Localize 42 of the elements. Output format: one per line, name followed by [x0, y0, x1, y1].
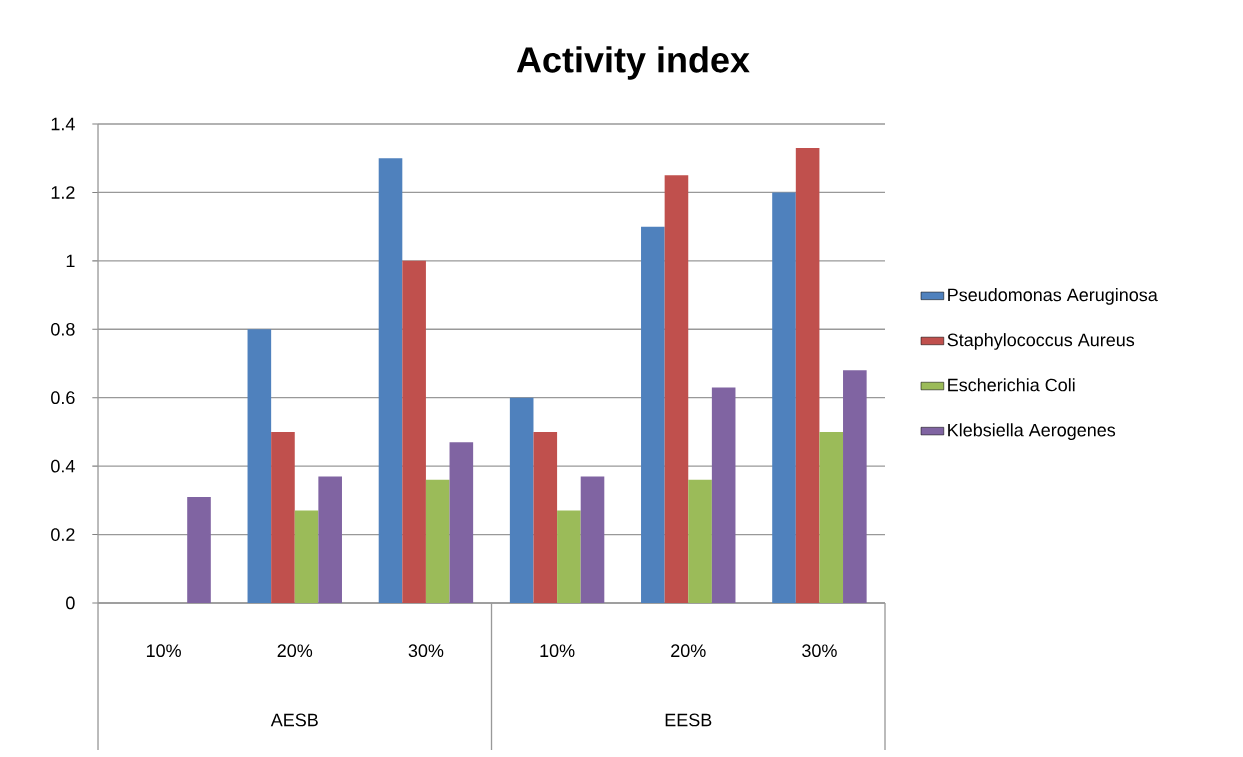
chart-title: Activity index	[516, 46, 750, 80]
text: EESB	[665, 713, 712, 727]
legend-label: Staphylococcus Aureus	[947, 333, 1135, 350]
bar	[664, 175, 689, 603]
bar	[711, 387, 736, 603]
bar	[688, 479, 712, 603]
x-tick-label: 30%	[802, 644, 837, 658]
y-tick-label: 0.4	[51, 459, 75, 473]
y-tick-label: 1.4	[51, 117, 75, 131]
bar	[294, 510, 319, 603]
legend-label: Escherichia Coli	[948, 378, 1075, 392]
bar	[580, 476, 605, 603]
bar	[318, 476, 342, 603]
bar	[557, 510, 581, 603]
y-tick-label: 0.6	[51, 391, 75, 405]
x-tick-label: 30%	[408, 644, 444, 658]
bar	[247, 329, 272, 603]
x-tick-label: 20%	[277, 644, 313, 658]
y-tick-label: 1	[66, 254, 75, 268]
bar	[378, 158, 403, 603]
bar	[271, 431, 295, 603]
x-tick-label: 10%	[540, 644, 575, 658]
y-tick-label: 0.8	[51, 322, 75, 336]
bar	[402, 260, 426, 603]
bar	[795, 147, 820, 603]
bar	[772, 192, 796, 603]
bar	[509, 397, 534, 603]
bar	[425, 479, 450, 603]
x-tick-label: 20%	[671, 644, 706, 658]
y-tick-label: 1.2	[51, 186, 75, 199]
y-tick-label: 0.2	[51, 528, 75, 541]
text: AESB	[270, 713, 318, 727]
bar	[449, 442, 474, 603]
x-tick-label: 10%	[146, 644, 181, 658]
y-tick-label: 0	[66, 596, 75, 610]
legend-label: Pseudomonas Aeruginosa	[948, 288, 1158, 305]
bar	[819, 431, 844, 603]
bar	[641, 226, 665, 603]
bar	[533, 431, 558, 603]
legend-label: Klebsiella Aerogenes	[948, 423, 1116, 441]
bar	[187, 496, 211, 603]
bar	[843, 370, 867, 603]
